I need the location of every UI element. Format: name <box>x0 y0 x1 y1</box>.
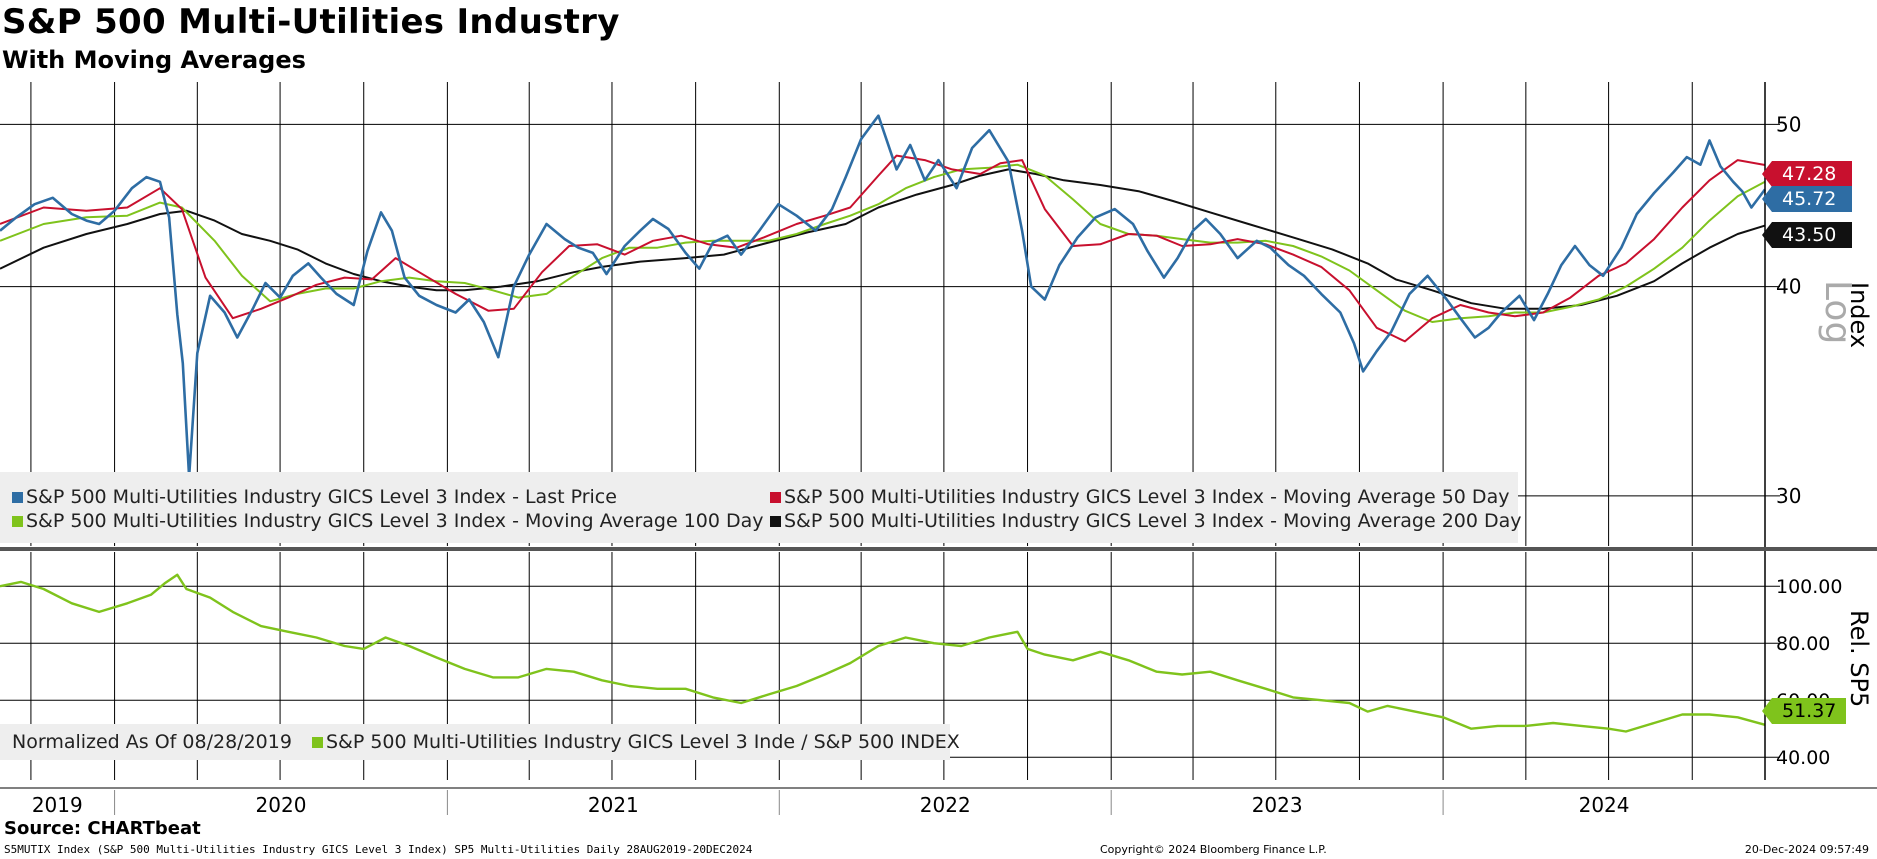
price-last-value-tag: 45.72 <box>1762 186 1852 212</box>
legend-swatch-last-price <box>12 492 23 503</box>
upper-y-axis-scale-label: Log <box>1817 280 1858 344</box>
footer-timestamp: 20-Dec-2024 09:57:49 <box>1744 843 1869 856</box>
series-line-ma50 <box>0 154 1766 343</box>
legend-item-ma100: S&P 500 Multi-Utilities Industry GICS Le… <box>12 510 764 532</box>
upper-y-axis-title: Index <box>1845 282 1873 348</box>
lower-series-lines <box>0 573 1766 733</box>
legend-label-ma100: S&P 500 Multi-Utilities Industry GICS Le… <box>26 510 764 532</box>
ma200-last-value-tag: 43.50 <box>1762 222 1852 248</box>
lower-y-tick-label: 40.00 <box>1776 747 1830 769</box>
relative-last-value-tag: 51.37 <box>1762 698 1846 724</box>
legend-swatch-ma100 <box>12 516 23 527</box>
x-year-label: 2019 <box>32 793 83 817</box>
upper-y-tick-label: 30 <box>1776 484 1801 508</box>
legend-swatch-ma200 <box>770 516 781 527</box>
upper-legend: S&P 500 Multi-Utilities Industry GICS Le… <box>0 472 1522 543</box>
lower-y-tick-label: 80.00 <box>1776 633 1830 655</box>
footer-copyright: Copyright© 2024 Bloomberg Finance L.P. <box>1100 843 1327 856</box>
legend-label-ma50: S&P 500 Multi-Utilities Industry GICS Le… <box>784 486 1510 508</box>
series-line-ma200 <box>0 168 1766 310</box>
series-line-relative <box>0 573 1766 733</box>
upper-series-lines <box>0 114 1767 478</box>
x-year-label: 2023 <box>1252 793 1303 817</box>
x-year-label: 2020 <box>256 793 307 817</box>
series-line-last-price <box>0 114 1767 478</box>
axis-labels: 30405040.0060.0080.00100.00IndexLogRel. … <box>0 82 1877 817</box>
chart-title: S&P 500 Multi-Utilities Industry <box>2 2 620 42</box>
upper-y-tick-label: 40 <box>1776 275 1801 299</box>
x-year-label: 2021 <box>588 793 639 817</box>
lower-y-axis-title: Rel. SP5 <box>1845 610 1873 707</box>
chart-subtitle: With Moving Averages <box>2 46 306 74</box>
legend-label-ma200: S&P 500 Multi-Utilities Industry GICS Le… <box>784 510 1522 532</box>
footer-source: Source: CHARTbeat <box>4 818 201 839</box>
legend-item-ma200: S&P 500 Multi-Utilities Industry GICS Le… <box>770 510 1522 532</box>
legend-item-ma50: S&P 500 Multi-Utilities Industry GICS Le… <box>770 486 1509 508</box>
upper-y-tick-label: 50 <box>1776 112 1801 136</box>
legend-label-relative: S&P 500 Multi-Utilities Industry GICS Le… <box>325 731 960 753</box>
legend-swatch-ma50 <box>770 492 781 503</box>
x-year-label: 2024 <box>1579 793 1630 817</box>
legend-item-last-price: S&P 500 Multi-Utilities Industry GICS Le… <box>12 486 617 508</box>
legend-label-last-price: S&P 500 Multi-Utilities Industry GICS Le… <box>26 486 617 508</box>
series-line-ma100 <box>0 163 1766 323</box>
legend-swatch-relative <box>311 737 323 748</box>
lower-y-tick-label: 100.00 <box>1776 576 1842 598</box>
x-year-label: 2022 <box>920 793 971 817</box>
legend-note: Normalized As Of 08/28/2019 S&P 500 Mult… <box>12 731 960 753</box>
footer-description: S5MUTIX Index (S&P 500 Multi-Utilities I… <box>4 843 753 856</box>
ma50-last-value-tag: 47.28 <box>1762 161 1852 187</box>
legend-normalized-label: Normalized As Of 08/28/2019 <box>12 731 292 753</box>
lower-legend: Normalized As Of 08/28/2019 S&P 500 Mult… <box>0 724 960 760</box>
